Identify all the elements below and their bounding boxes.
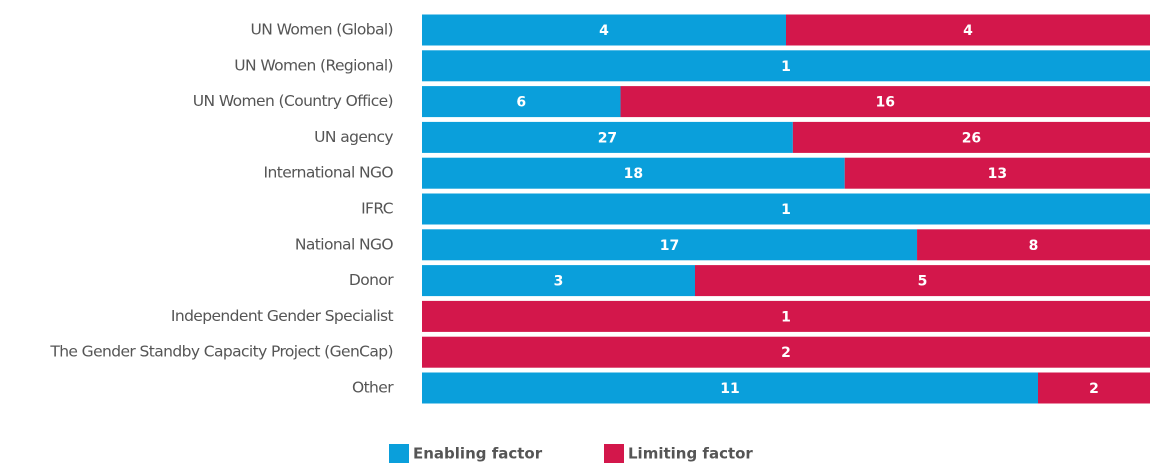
category-label: UN agency bbox=[314, 128, 393, 146]
value-label: 26 bbox=[962, 130, 981, 146]
value-label: 16 bbox=[876, 95, 895, 111]
bar-segment bbox=[422, 300, 1150, 332]
value-label: 2 bbox=[781, 345, 791, 361]
value-label: 13 bbox=[988, 166, 1007, 182]
bar-segment bbox=[917, 229, 1150, 261]
bar-segment bbox=[1038, 372, 1150, 404]
bar-segment bbox=[422, 265, 695, 297]
bar-segment bbox=[422, 121, 793, 153]
bar-segment bbox=[422, 372, 1038, 404]
category-label: The Gender Standby Capacity Project (Gen… bbox=[49, 343, 393, 361]
legend-label: Enabling factor bbox=[413, 445, 543, 463]
bar-segment bbox=[786, 14, 1150, 46]
bar-segment bbox=[422, 193, 1150, 225]
category-label: UN Women (Global) bbox=[251, 21, 394, 39]
bar-segment bbox=[844, 157, 1150, 189]
bar-segment bbox=[422, 336, 1150, 368]
bar-segment bbox=[422, 86, 621, 118]
value-label: 4 bbox=[963, 23, 973, 39]
bar-segment bbox=[422, 50, 1150, 82]
bar-segment bbox=[695, 265, 1150, 297]
legend-swatch bbox=[604, 444, 624, 463]
legend-label: Limiting factor bbox=[628, 445, 753, 463]
category-label: UN Women (Country Office) bbox=[193, 92, 393, 110]
value-label: 6 bbox=[516, 95, 526, 111]
value-label: 3 bbox=[554, 274, 564, 290]
value-label: 8 bbox=[1029, 238, 1039, 254]
value-label: 18 bbox=[624, 166, 643, 182]
bar-segment bbox=[422, 14, 786, 46]
value-label: 1 bbox=[781, 202, 791, 218]
bar-segment bbox=[422, 157, 845, 189]
legend-swatch bbox=[389, 444, 409, 463]
category-label: IFRC bbox=[361, 200, 393, 218]
value-label: 11 bbox=[720, 381, 739, 397]
bar-segment bbox=[422, 229, 918, 261]
value-label: 27 bbox=[598, 130, 617, 146]
value-label: 1 bbox=[781, 59, 791, 75]
bar-segment bbox=[792, 121, 1150, 153]
category-label: UN Women (Regional) bbox=[234, 56, 393, 74]
category-label: Other bbox=[352, 379, 394, 397]
category-label: Independent Gender Specialist bbox=[171, 307, 394, 325]
value-label: 4 bbox=[599, 23, 609, 39]
category-label: National NGO bbox=[295, 235, 394, 253]
category-label: Donor bbox=[349, 271, 394, 289]
value-label: 2 bbox=[1089, 381, 1099, 397]
value-label: 17 bbox=[660, 238, 679, 254]
category-label: International NGO bbox=[264, 164, 394, 182]
value-label: 1 bbox=[781, 309, 791, 325]
value-label: 5 bbox=[918, 274, 928, 290]
bar-segment bbox=[620, 86, 1150, 118]
